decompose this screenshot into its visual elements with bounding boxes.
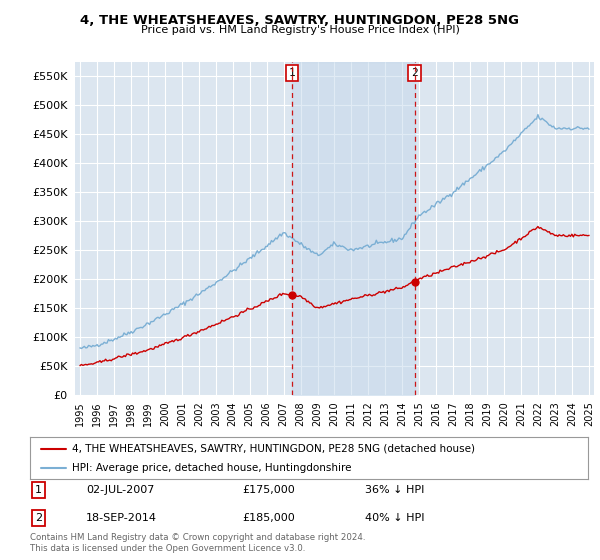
Text: 1: 1 [289, 68, 295, 78]
Text: 2: 2 [411, 68, 418, 78]
Text: HPI: Average price, detached house, Huntingdonshire: HPI: Average price, detached house, Hunt… [72, 463, 352, 473]
Text: £185,000: £185,000 [242, 514, 295, 524]
Text: Price paid vs. HM Land Registry's House Price Index (HPI): Price paid vs. HM Land Registry's House … [140, 25, 460, 35]
Text: 2: 2 [35, 514, 42, 524]
Text: 36% ↓ HPI: 36% ↓ HPI [365, 485, 424, 495]
Text: Contains HM Land Registry data © Crown copyright and database right 2024.
This d: Contains HM Land Registry data © Crown c… [30, 533, 365, 553]
Text: 4, THE WHEATSHEAVES, SAWTRY, HUNTINGDON, PE28 5NG: 4, THE WHEATSHEAVES, SAWTRY, HUNTINGDON,… [80, 14, 520, 27]
Text: 18-SEP-2014: 18-SEP-2014 [86, 514, 157, 524]
Text: £175,000: £175,000 [242, 485, 295, 495]
Text: 4, THE WHEATSHEAVES, SAWTRY, HUNTINGDON, PE28 5NG (detached house): 4, THE WHEATSHEAVES, SAWTRY, HUNTINGDON,… [72, 444, 475, 454]
Text: 02-JUL-2007: 02-JUL-2007 [86, 485, 154, 495]
Text: 1: 1 [35, 485, 42, 495]
Text: 40% ↓ HPI: 40% ↓ HPI [365, 514, 424, 524]
